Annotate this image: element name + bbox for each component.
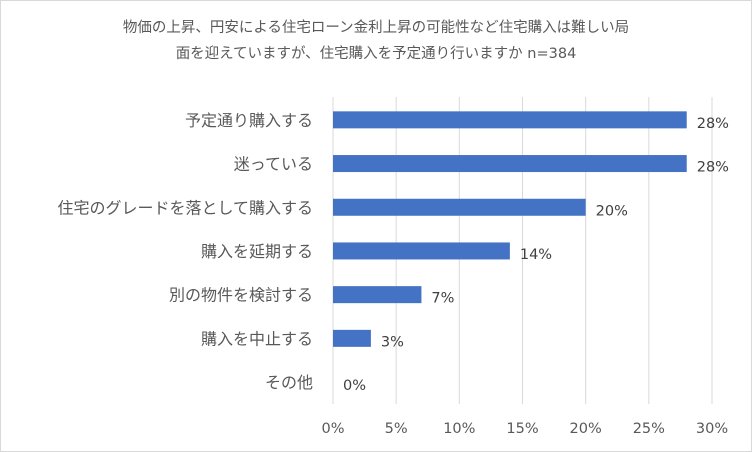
data-label: 20% bbox=[596, 203, 628, 219]
bar-5 bbox=[333, 286, 422, 304]
data-label: 7% bbox=[431, 291, 454, 307]
x-tick-label: 10% bbox=[443, 421, 475, 437]
bar-3 bbox=[333, 198, 586, 216]
bar-6 bbox=[333, 329, 371, 347]
x-tick-label: 15% bbox=[506, 421, 538, 437]
data-label: 28% bbox=[697, 116, 729, 132]
bar-4 bbox=[333, 242, 510, 260]
data-label: 14% bbox=[520, 247, 552, 263]
data-label: 0% bbox=[343, 378, 366, 394]
data-label: 3% bbox=[381, 334, 404, 350]
data-label: 28% bbox=[697, 160, 729, 176]
category-label: 別の物件を検討する bbox=[169, 286, 313, 305]
category-label: 購入を中止する bbox=[201, 329, 313, 348]
bar-1 bbox=[333, 111, 687, 129]
category-label: 住宅のグレードを落として購入する bbox=[57, 198, 313, 217]
category-label: 予定通り購入する bbox=[185, 111, 313, 130]
category-label: その他 bbox=[265, 373, 313, 392]
x-tick-label: 25% bbox=[633, 421, 665, 437]
x-tick-label: 30% bbox=[696, 421, 728, 437]
category-label: 迷っている bbox=[234, 155, 313, 174]
chart-title-line-1: 物価の上昇、円安による住宅ローン金利上昇の可能性など住宅購入は難しい局 bbox=[122, 20, 630, 36]
chart-title-line-2: 面を迎えていますが、住宅購入を予定通り行いますか n=384 bbox=[175, 46, 577, 62]
x-tick-label: 5% bbox=[385, 421, 408, 437]
bar-2 bbox=[333, 155, 687, 173]
chart-title: 物価の上昇、円安による住宅ローン金利上昇の可能性など住宅購入は難しい局 面を迎え… bbox=[61, 15, 691, 67]
x-tick-label: 0% bbox=[321, 421, 344, 437]
x-tick-label: 20% bbox=[570, 421, 602, 437]
category-label: 購入を延期する bbox=[201, 242, 313, 261]
